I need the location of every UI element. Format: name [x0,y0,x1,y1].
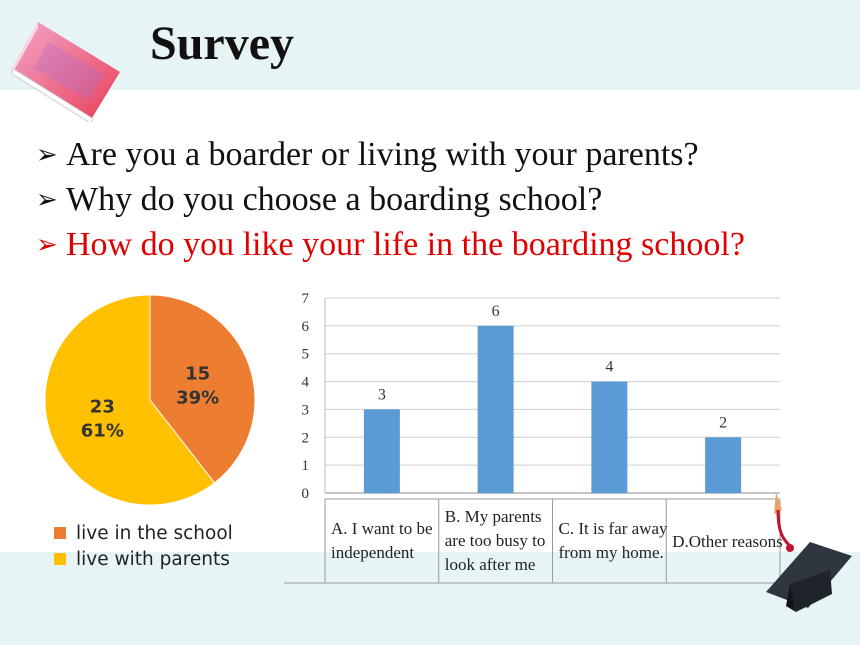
pie-slice [149,294,256,484]
bar-data-label: 2 [719,414,727,431]
x-category-label: B. My parents [445,507,542,526]
x-category-label: A. I want to be [331,519,433,538]
y-tick-label: 1 [302,458,310,474]
question-list: ➢ Are you a boarder or living with your p… [36,132,745,267]
pie-percent-label: 39% [176,388,219,409]
y-tick-label: 2 [302,430,310,446]
pie-value-label: 15 [185,364,210,385]
arrow-bullet-icon: ➢ [36,140,58,169]
question-item-highlighted: ➢ How do you like your life in the boardi… [36,222,745,267]
pie-value-label: 23 [90,396,115,417]
question-item: ➢ Are you a boarder or living with your p… [36,132,745,177]
pie-slice [44,294,216,506]
legend-swatch-parents [54,553,66,565]
x-category-label: look after me [445,555,536,574]
footer-band [0,552,860,645]
bar-data-label: 6 [492,303,500,320]
bar [591,381,628,493]
y-tick-label: 0 [302,486,310,502]
x-category-label: from my home. [559,543,664,562]
bar [363,409,400,493]
bar-data-label: 4 [605,359,613,376]
bar [705,437,742,493]
legend-item: live in the school [54,520,233,546]
bar-data-label: 3 [378,386,386,403]
bar [477,325,514,493]
question-item: ➢ Why do you choose a boarding school? [36,177,745,222]
y-tick-label: 5 [302,347,310,363]
book-icon [11,22,120,122]
arrow-bullet-icon: ➢ [36,230,58,259]
x-category-label: are too busy to [445,531,546,550]
x-category-label: C. It is far away [559,519,669,538]
x-category-label: independent [331,543,414,562]
y-tick-label: 6 [302,319,310,335]
arrow-bullet-icon: ➢ [36,185,58,214]
graduation-cap-icon [766,492,852,612]
bar-chart: 0 1 2 3 4 5 6 7 3 6 4 2 A. I want to be independent B.… [284,291,783,584]
x-category-label: D.Other reasons [672,532,782,551]
y-tick-label: 7 [302,291,310,307]
legend-item: live with parents [54,546,233,572]
pie-legend: live in the school live with parents [54,520,233,572]
y-tick-label: 3 [302,402,310,418]
legend-swatch-school [54,527,66,539]
pie-percent-label: 61% [81,420,124,441]
y-tick-label: 4 [302,375,310,391]
header-band [0,0,860,90]
pie-chart: 15 39% 23 61% [44,294,256,506]
page-title: Survey [150,17,294,70]
